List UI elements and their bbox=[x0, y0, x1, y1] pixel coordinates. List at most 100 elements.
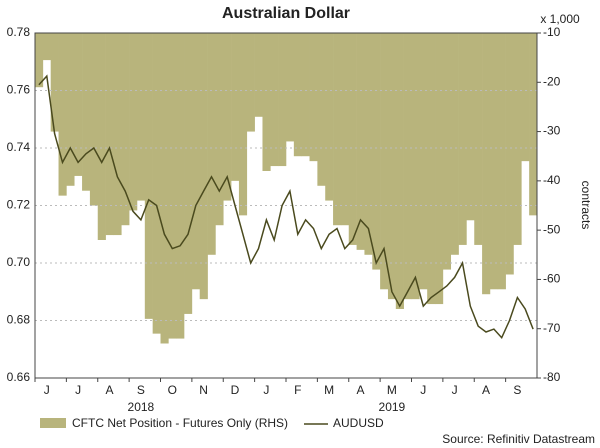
bar bbox=[89, 33, 99, 206]
y2-tick-label: -80 bbox=[543, 370, 561, 384]
bar bbox=[419, 33, 428, 290]
x-tick-label: A bbox=[106, 383, 114, 397]
x-tick-label: A bbox=[482, 383, 490, 397]
bar bbox=[442, 33, 452, 270]
bar bbox=[458, 33, 467, 245]
bar bbox=[301, 33, 310, 157]
legend-swatch bbox=[40, 418, 66, 428]
bar bbox=[58, 33, 67, 196]
y-tick-label: 0.68 bbox=[7, 313, 31, 327]
bar bbox=[262, 33, 271, 171]
bar bbox=[482, 33, 491, 295]
bar bbox=[105, 33, 114, 236]
bar bbox=[372, 33, 381, 270]
x-group-label: 2018 bbox=[128, 400, 155, 414]
x-tick-label: J bbox=[75, 383, 81, 397]
x-group-label: 2019 bbox=[379, 400, 406, 414]
bar bbox=[529, 33, 538, 216]
y2-tick-label: -60 bbox=[543, 272, 561, 286]
bar bbox=[231, 33, 240, 181]
bar bbox=[136, 33, 146, 201]
bar bbox=[505, 33, 514, 275]
bar bbox=[497, 33, 506, 290]
bar bbox=[223, 33, 232, 201]
bar bbox=[395, 33, 404, 309]
y-tick-label: 0.74 bbox=[7, 140, 31, 154]
y2-axis-label: contracts bbox=[579, 181, 593, 230]
y-tick-label: 0.66 bbox=[7, 370, 31, 384]
bar bbox=[309, 33, 318, 162]
bar bbox=[356, 33, 365, 250]
line bbox=[38, 74, 534, 340]
legend-label: CFTC Net Position - Futures Only (RHS) bbox=[72, 416, 288, 430]
bar bbox=[254, 33, 263, 117]
legend-label: AUDUSD bbox=[333, 416, 384, 430]
bar bbox=[317, 33, 326, 186]
x-tick-label: J bbox=[263, 383, 269, 397]
y2-tick-label: -30 bbox=[543, 124, 561, 138]
bar bbox=[474, 33, 483, 245]
bar bbox=[387, 33, 397, 300]
bar bbox=[435, 33, 444, 305]
bar bbox=[215, 33, 224, 226]
bar bbox=[403, 33, 412, 300]
bar bbox=[35, 33, 44, 88]
bar bbox=[176, 33, 185, 339]
bar bbox=[50, 33, 59, 132]
bar bbox=[121, 33, 130, 226]
bar bbox=[168, 33, 177, 339]
x-tick-label: A bbox=[357, 383, 365, 397]
x-tick-label: N bbox=[199, 383, 208, 397]
bar bbox=[160, 33, 169, 344]
bar bbox=[238, 33, 248, 216]
bar bbox=[97, 33, 106, 240]
y-tick-label: 0.72 bbox=[7, 198, 31, 212]
bar bbox=[199, 33, 208, 300]
bar bbox=[489, 33, 499, 290]
bar bbox=[364, 33, 373, 255]
y2-tick-label: -70 bbox=[543, 321, 561, 335]
y-tick-label: 0.78 bbox=[7, 25, 31, 39]
x-tick-label: F bbox=[294, 383, 301, 397]
x-tick-label: J bbox=[420, 383, 426, 397]
bar bbox=[340, 33, 350, 226]
y2-tick-label: -20 bbox=[543, 74, 561, 88]
y-tick-label: 0.70 bbox=[7, 255, 31, 269]
bar bbox=[427, 33, 436, 305]
bar bbox=[278, 33, 287, 167]
bar bbox=[152, 33, 161, 334]
bar bbox=[207, 33, 216, 255]
source: Source: Refinitiv Datastream bbox=[442, 432, 595, 446]
bar bbox=[513, 33, 522, 245]
bar bbox=[184, 33, 193, 314]
x-tick-label: J bbox=[452, 383, 458, 397]
y-tick-label: 0.76 bbox=[7, 83, 31, 97]
bar bbox=[293, 33, 302, 157]
bar bbox=[521, 33, 530, 162]
bar bbox=[286, 33, 295, 142]
x-tick-label: O bbox=[168, 383, 177, 397]
y2-tick-label: -10 bbox=[543, 25, 561, 39]
bar bbox=[270, 33, 279, 167]
bar bbox=[66, 33, 75, 186]
y2-tick-label: -40 bbox=[543, 173, 561, 187]
chart-title: Australian Dollar bbox=[222, 5, 350, 22]
bar bbox=[450, 33, 459, 255]
x-tick-label: S bbox=[513, 383, 521, 397]
bar bbox=[191, 33, 201, 290]
bar bbox=[348, 33, 357, 245]
bar bbox=[129, 33, 138, 211]
bar bbox=[325, 33, 334, 201]
bar bbox=[82, 33, 91, 191]
bar bbox=[113, 33, 122, 236]
x-tick-label: M bbox=[324, 383, 334, 397]
x-tick-label: D bbox=[231, 383, 240, 397]
bar bbox=[246, 33, 255, 132]
y2-unit-label: x 1,000 bbox=[540, 12, 580, 26]
x-tick-label: M bbox=[387, 383, 397, 397]
bar bbox=[333, 33, 342, 226]
x-tick-label: J bbox=[44, 383, 50, 397]
bar bbox=[380, 33, 389, 290]
bar bbox=[74, 33, 83, 176]
